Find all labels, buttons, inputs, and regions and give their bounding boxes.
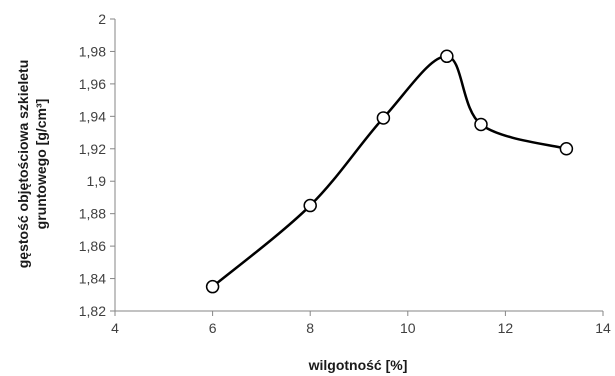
axis-titles: wilgotność [%] gęstość objętościowa szki… [15,60,407,373]
ticks: 1,82 1,84 1,86 1,88 1,9 1,92 1,94 1,96 1,98 2 4 6 8 1… [79,11,611,336]
y-tick-label: 1,82 [79,303,106,319]
x-axis-title: wilgotność [%] [308,357,408,373]
x-tick-label: 12 [498,320,514,336]
x-tick-label: 10 [400,320,416,336]
series [205,49,574,294]
y-tick-label: 1,96 [79,76,106,92]
y-tick-label: 1,98 [79,43,106,59]
data-point-marker [474,117,488,132]
data-point-marker [303,198,317,213]
data-point-marker [440,49,454,64]
y-tick-label: 1,9 [87,173,107,189]
y-tick-label: 1,84 [79,271,106,287]
y-axis-title-line-1: gęstość objętościowa szkieletu [15,60,31,269]
data-point-marker [376,111,391,125]
y-tick-label: 2 [98,11,106,27]
x-tick-label: 14 [595,320,611,336]
y-axis-title-line-2: gruntowego [g/cm³] [33,99,49,230]
y-tick-label: 1,86 [79,238,106,254]
series-line [211,55,567,288]
data-point-marker [205,279,220,294]
y-tick-label: 1,94 [79,108,106,124]
y-tick-label: 1,88 [79,206,106,222]
x-tick-label: 4 [111,320,119,336]
x-tick-label: 6 [209,320,217,336]
y-tick-label: 1,92 [79,141,106,157]
axes [114,19,603,312]
x-tick-label: 8 [306,320,314,336]
data-point-marker [559,142,574,156]
